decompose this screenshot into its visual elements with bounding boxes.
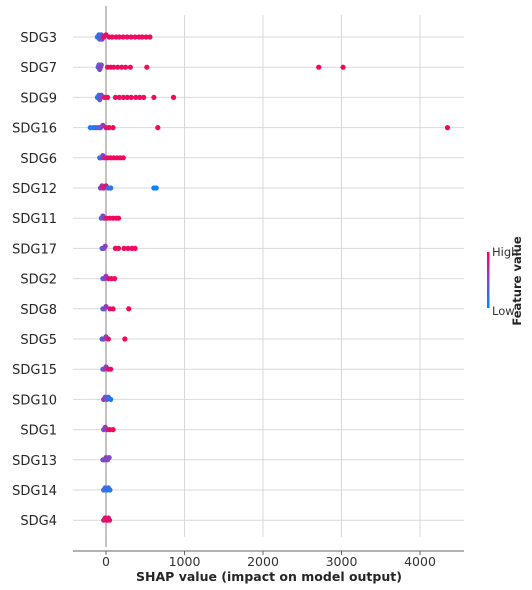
shap-point (106, 455, 112, 461)
shap-point (124, 94, 130, 100)
feature-label: SDG13 (12, 454, 57, 469)
colorbar-gradient (487, 252, 490, 308)
shap-point (106, 517, 113, 523)
shap-point (105, 336, 111, 342)
shap-point (119, 64, 125, 70)
colorbar-low-label: Low (492, 304, 515, 318)
shap-point (106, 125, 112, 131)
shap-point (108, 366, 114, 372)
shap-point (126, 306, 132, 312)
colorbar-legend: High Low Feature value (487, 236, 524, 326)
feature-label: SDG11 (12, 212, 57, 227)
colorbar-high-label: High (492, 245, 518, 259)
shap-point (137, 94, 143, 100)
shap-point (110, 427, 116, 433)
shap-point (107, 487, 113, 493)
feature-label: SDG2 (20, 273, 57, 288)
shap-point (316, 64, 322, 70)
feature-label: SDG8 (20, 303, 57, 318)
shap-point (143, 34, 149, 40)
shap-point (127, 64, 133, 70)
shap-point (104, 94, 111, 100)
x-tick-label: 2000 (247, 554, 279, 569)
shap-point (102, 243, 108, 249)
x-axis: 0 1000 2000 3000 4000 (73, 550, 464, 569)
feature-label: SDG17 (12, 242, 57, 257)
shap-point (115, 245, 122, 251)
feature-label: SDG1 (20, 424, 57, 439)
x-tick-label: 0 (102, 554, 110, 569)
shap-point (151, 94, 157, 100)
feature-labels: SDG3 SDG7 SDG9 SDG16 SDG6 SDG12 SDG11 SDG17 SDG2… (12, 31, 57, 529)
shap-point (147, 34, 153, 40)
shap-point (120, 34, 126, 40)
shap-point (110, 306, 116, 312)
feature-label: SDG7 (20, 61, 57, 76)
shap-point (103, 304, 109, 310)
x-tick-label: 3000 (326, 554, 358, 569)
feature-label: SDG5 (20, 333, 57, 348)
shap-point (116, 94, 122, 100)
shap-point (125, 245, 131, 251)
colorbar-title: Feature value (510, 236, 524, 325)
shap-point (115, 64, 121, 70)
shap-point (120, 94, 126, 100)
shap-point (170, 94, 177, 100)
x-tick-label: 4000 (404, 554, 436, 569)
shap-point (110, 125, 116, 131)
shap-point (112, 94, 119, 100)
shap-point (121, 245, 127, 251)
shap-point (128, 34, 134, 40)
x-axis-title: SHAP value (impact on model output) (136, 569, 402, 584)
shap-point (133, 94, 139, 100)
shap-point (108, 185, 114, 191)
shap-point (444, 125, 451, 131)
feature-label: SDG16 (12, 122, 57, 137)
shap-point (122, 336, 128, 342)
shap-point (132, 34, 138, 40)
shap-point (141, 94, 147, 100)
feature-label: SDG9 (20, 91, 57, 106)
shap-point (112, 276, 118, 282)
shap-point (153, 185, 159, 191)
shap-point (109, 34, 115, 40)
shap-point (116, 34, 122, 40)
shap-point (123, 64, 129, 70)
shap-point (128, 94, 134, 100)
feature-label: SDG10 (12, 393, 57, 408)
feature-label: SDG4 (20, 514, 57, 529)
feature-label: SDG6 (20, 152, 57, 167)
shap-point (108, 396, 114, 402)
data-points (87, 32, 451, 523)
shap-point (132, 245, 138, 251)
x-tick-label: 1000 (169, 554, 201, 569)
shap-point (139, 34, 145, 40)
shap-point (155, 125, 161, 131)
feature-label: SDG14 (12, 484, 57, 499)
shap-point (120, 155, 126, 161)
grid (73, 15, 464, 537)
shap-point (98, 62, 104, 68)
feature-label: SDG12 (12, 182, 57, 197)
shap-point (111, 64, 117, 70)
shap-point (124, 34, 130, 40)
shap-point (115, 215, 122, 221)
feature-label: SDG15 (12, 363, 57, 378)
shap-point (340, 64, 346, 70)
feature-label: SDG3 (20, 31, 57, 46)
shap-point (144, 64, 150, 70)
